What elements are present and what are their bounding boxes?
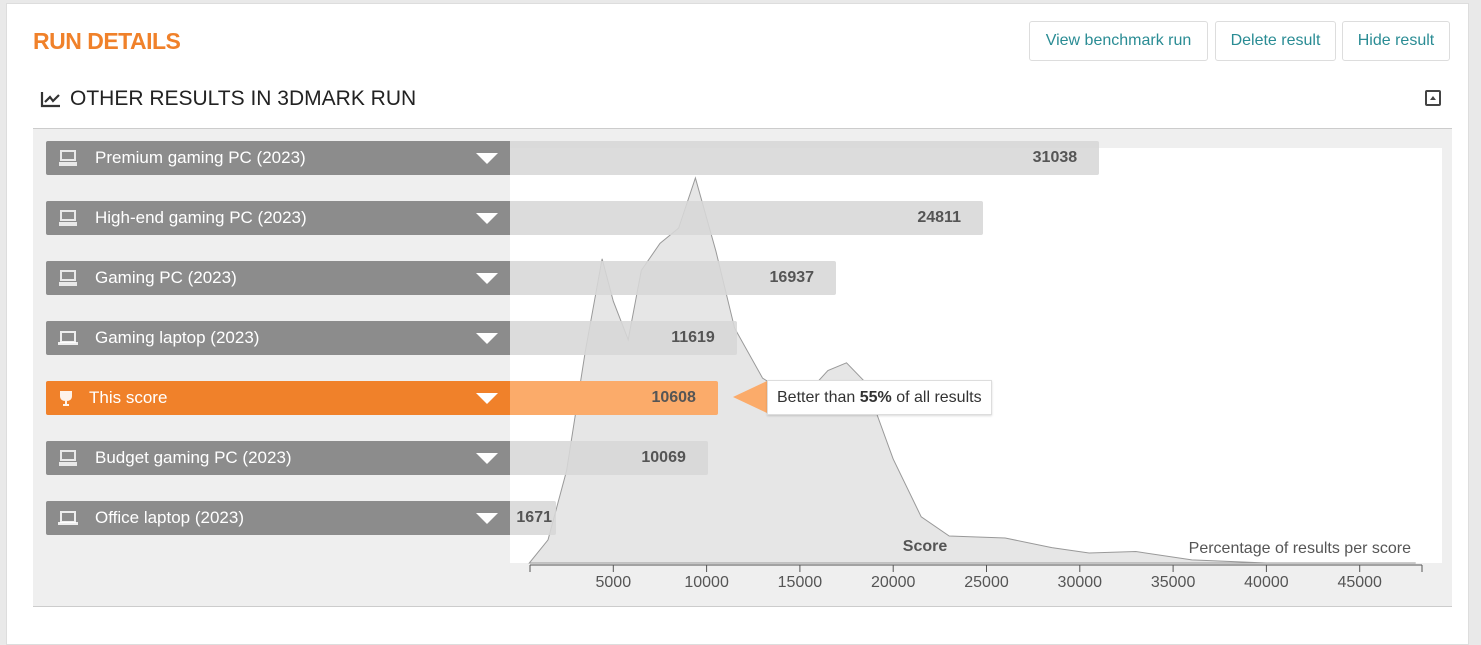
score-bar: 11619 (510, 321, 737, 355)
divider (33, 128, 1452, 129)
x-tick-label: 35000 (1151, 574, 1196, 591)
laptop-icon (58, 511, 78, 525)
row-label-text: High-end gaming PC (2023) (95, 208, 307, 227)
view-benchmark-run-button[interactable]: View benchmark run (1029, 21, 1208, 61)
section-header: OTHER RESULTS IN 3DMARK RUN (40, 87, 416, 111)
row-label-text: Premium gaming PC (2023) (95, 148, 306, 167)
row-label[interactable]: Gaming PC (2023) (46, 261, 510, 295)
line-chart-icon (40, 92, 60, 108)
dropdown-arrow-icon[interactable] (476, 273, 498, 284)
row-label-text: Budget gaming PC (2023) (95, 448, 292, 467)
dropdown-arrow-icon[interactable] (476, 453, 498, 464)
tooltip-arrow (733, 381, 767, 413)
score-bar: 16937 (510, 261, 837, 295)
row-label-text: This score (89, 388, 168, 407)
collapse-up-icon[interactable] (1425, 90, 1441, 106)
x-tick-label: 10000 (684, 574, 729, 591)
x-tick-label: 20000 (871, 574, 916, 591)
score-bar: 10608 (510, 381, 718, 415)
score-bar: 24811 (510, 201, 983, 235)
dropdown-arrow-icon[interactable] (476, 333, 498, 344)
desktop-icon (59, 150, 77, 166)
x-tick-label: 45000 (1337, 574, 1382, 591)
row-label[interactable]: High-end gaming PC (2023) (46, 201, 510, 235)
tooltip-prefix: Better than (777, 389, 860, 406)
density-label: Percentage of results per score (1189, 540, 1411, 557)
x-tick-label: 25000 (964, 574, 1009, 591)
desktop-icon (59, 270, 77, 286)
row-label-text: Office laptop (2023) (95, 508, 244, 527)
score-bar: 31038 (510, 141, 1100, 175)
desktop-icon (59, 450, 77, 466)
score-bar: 10069 (510, 441, 708, 475)
page-title: RUN DETAILS (33, 28, 181, 54)
laptop-icon (58, 331, 78, 345)
dropdown-arrow-icon[interactable] (476, 513, 498, 524)
x-axis-label: Score (903, 538, 948, 555)
dropdown-arrow-icon[interactable] (476, 393, 498, 404)
delete-result-button[interactable]: Delete result (1215, 21, 1336, 61)
desktop-icon (59, 210, 77, 226)
row-label[interactable]: Premium gaming PC (2023) (46, 141, 510, 175)
dropdown-arrow-icon[interactable] (476, 213, 498, 224)
tooltip-percent: 55% (859, 389, 892, 406)
x-tick-label: 40000 (1244, 574, 1289, 591)
trophy-icon (60, 391, 72, 406)
score-bar: 1671 (510, 501, 556, 535)
row-label-text: Gaming laptop (2023) (95, 328, 260, 347)
x-tick-label: 5000 (596, 574, 632, 591)
row-label[interactable]: This score (46, 381, 510, 415)
row-label-text: Gaming PC (2023) (95, 268, 237, 287)
section-title: OTHER RESULTS IN 3DMARK RUN (70, 87, 417, 110)
x-tick-label: 15000 (778, 574, 823, 591)
percentile-tooltip: Better than 55% of all results (767, 380, 992, 415)
row-label[interactable]: Budget gaming PC (2023) (46, 441, 510, 475)
hide-result-button[interactable]: Hide result (1342, 21, 1450, 61)
x-tick-label: 30000 (1058, 574, 1103, 591)
row-label[interactable]: Office laptop (2023) (46, 501, 510, 535)
tooltip-suffix: of all results (891, 389, 982, 406)
dropdown-arrow-icon[interactable] (476, 153, 498, 164)
row-label[interactable]: Gaming laptop (2023) (46, 321, 510, 355)
